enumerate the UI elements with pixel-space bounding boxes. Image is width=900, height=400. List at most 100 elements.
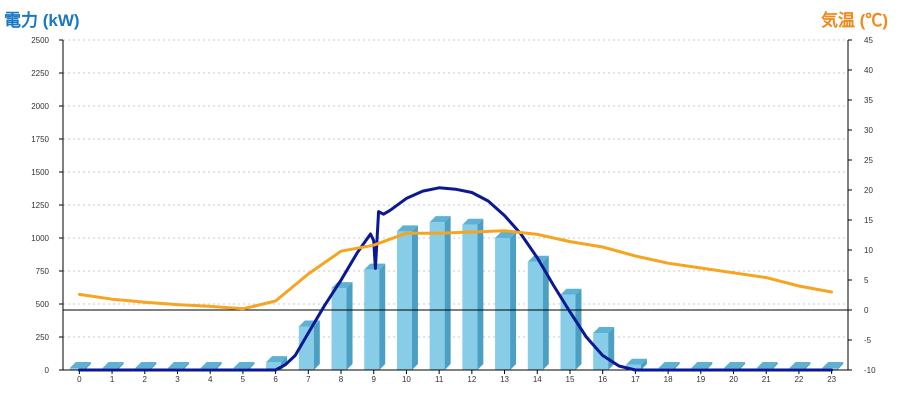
bar-side [346, 282, 353, 370]
bar-top [69, 362, 91, 368]
bar-top [691, 362, 713, 368]
x-axis-tick-label: 8 [339, 375, 344, 384]
bar-top [462, 218, 484, 225]
left-axis-title: 電力 (kW) [4, 11, 80, 30]
x-axis-tick-label: 1 [110, 375, 115, 384]
x-axis-tick-label: 13 [500, 375, 509, 384]
bar-top [789, 362, 811, 368]
bar-top [822, 362, 844, 368]
x-axis-tick-label: 3 [175, 375, 180, 384]
left-axis-tick-label: 1000 [31, 234, 49, 243]
left-axis-tick-label: 250 [36, 333, 50, 342]
bar [396, 225, 418, 370]
x-axis-tick-label: 5 [241, 375, 246, 384]
bar-top [756, 362, 778, 368]
right-axis-tick-label: 20 [864, 186, 873, 195]
x-axis-tick-label: 21 [762, 375, 771, 384]
bar-front [527, 261, 543, 370]
bar-front [396, 231, 412, 370]
x-axis-tick-label: 7 [306, 375, 311, 384]
bar-side [640, 358, 647, 370]
bar-front [69, 368, 85, 370]
bar-front [364, 269, 380, 370]
bar-side [673, 362, 680, 370]
bar-top [396, 225, 418, 232]
bar-top [593, 327, 615, 334]
bar [625, 358, 647, 370]
x-axis-tick-label: 17 [631, 375, 640, 384]
right-axis-tick-label: 25 [864, 156, 873, 165]
right-axis-tick-label: 10 [864, 246, 873, 255]
bar-top [135, 362, 157, 368]
bar-side [379, 263, 386, 370]
bar-front [331, 288, 347, 370]
left-axis-tick-label: 1500 [31, 168, 49, 177]
bar [462, 218, 484, 370]
bar-side [215, 362, 222, 370]
x-axis-tick-label: 11 [435, 375, 444, 384]
left-axis-tick-label: 750 [36, 267, 50, 276]
bar [331, 282, 353, 370]
x-axis-tick-label: 22 [794, 375, 803, 384]
left-axis-tick-label: 1750 [31, 135, 49, 144]
x-axis-tick-label: 19 [696, 375, 705, 384]
bar-side [804, 362, 811, 370]
bar-side [575, 288, 582, 370]
x-axis-tick-label: 15 [566, 375, 575, 384]
bar-side [411, 225, 418, 370]
bar-top [495, 232, 517, 238]
bar-front [298, 326, 314, 370]
right-axis-tick-label: -5 [864, 336, 872, 345]
bar-side [248, 362, 255, 370]
left-axis-tick-label: 0 [45, 366, 50, 375]
x-axis-tick-label: 16 [598, 375, 607, 384]
right-axis-tick-label: -10 [864, 366, 876, 375]
bar-side [182, 362, 189, 370]
right-axis-tick-label: 15 [864, 216, 873, 225]
x-axis-tick-label: 23 [827, 375, 836, 384]
right-axis-tick-label: 45 [864, 36, 873, 45]
x-axis-tick-label: 18 [664, 375, 673, 384]
bar-front [462, 224, 478, 370]
bar-side [739, 362, 746, 370]
left-axis-tick-label: 2250 [31, 69, 49, 78]
bar-top [658, 362, 680, 368]
left-axis-tick-label: 2500 [31, 36, 49, 45]
bar [495, 232, 517, 370]
temperature-line [77, 229, 834, 311]
bar-side [510, 232, 517, 370]
x-axis-tick-label: 4 [208, 375, 213, 384]
bar-top [560, 288, 582, 295]
right-axis-title: 気温 (℃) [820, 11, 888, 30]
x-axis-tick-label: 20 [729, 375, 738, 384]
bar-side [150, 362, 157, 370]
left-axis-tick-label: 1250 [31, 201, 49, 210]
x-axis-tick-label: 2 [143, 375, 148, 384]
bar-front [429, 222, 445, 370]
bar-front [625, 364, 641, 370]
x-axis-tick-label: 9 [372, 375, 377, 384]
x-axis-tick-label: 12 [467, 375, 476, 384]
bar-side [771, 362, 778, 370]
right-axis-tick-label: 30 [864, 126, 873, 135]
right-axis-tick-label: 40 [864, 66, 873, 75]
x-axis-tick-label: 0 [77, 375, 82, 384]
x-axis-tick-label: 10 [402, 375, 411, 384]
bar [364, 263, 386, 370]
bar-top [167, 362, 189, 368]
bar [69, 362, 91, 370]
bar-side [313, 320, 320, 370]
bar-side [477, 218, 484, 370]
power-line [77, 186, 834, 372]
left-axis-tick-label: 500 [36, 300, 50, 309]
bar-side [84, 362, 91, 370]
left-axis-tick-label: 2000 [31, 102, 49, 111]
bar-top [625, 358, 647, 365]
bar-front [495, 238, 511, 370]
bar-top [266, 356, 288, 363]
bar-side [117, 362, 124, 370]
right-axis-tick-label: 35 [864, 96, 873, 105]
x-axis-tick-label: 6 [273, 375, 278, 384]
bar [527, 255, 549, 370]
